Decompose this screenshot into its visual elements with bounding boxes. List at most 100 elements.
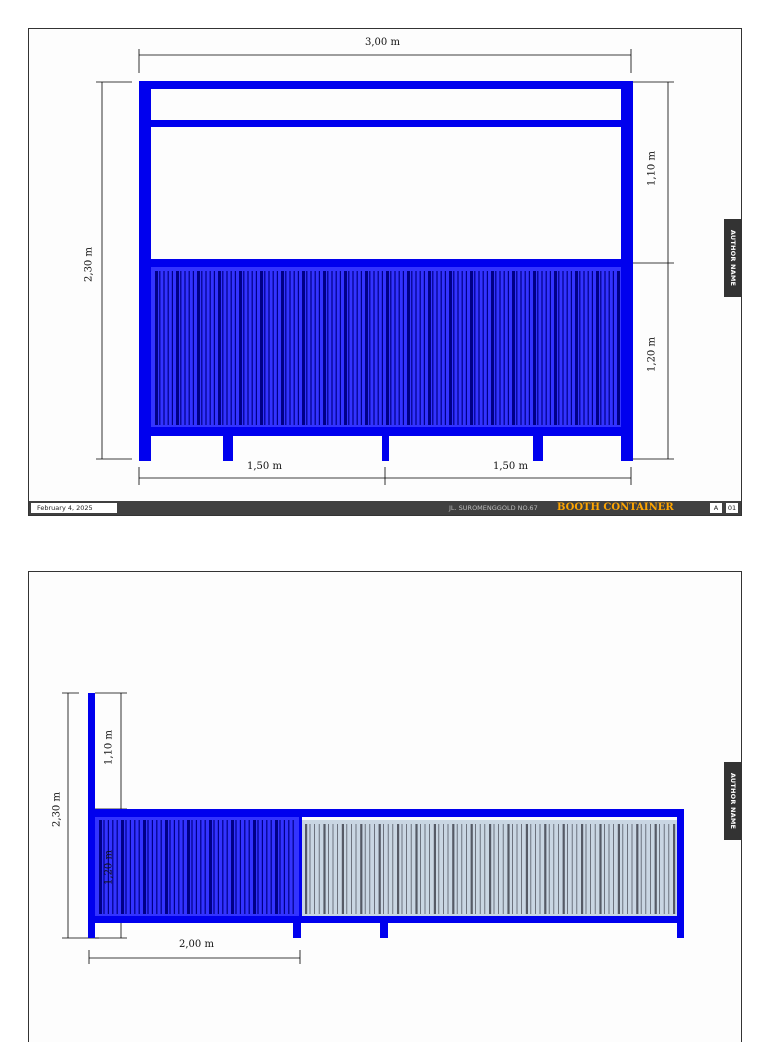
panel-rib xyxy=(147,820,149,914)
panel-rib xyxy=(310,271,312,425)
panel-rib xyxy=(230,271,232,425)
panel-rib xyxy=(188,271,190,425)
glass-rib xyxy=(475,824,476,914)
panel-rib xyxy=(512,271,515,425)
glass-rib xyxy=(466,824,467,914)
panel-rib xyxy=(281,271,284,425)
front-panel-ribs xyxy=(155,271,620,425)
glass-rib xyxy=(369,824,371,914)
panel-rib xyxy=(266,820,268,914)
panel-rib xyxy=(134,820,136,914)
dim-upper-height: 1,10 m xyxy=(646,151,658,186)
glass-rib xyxy=(341,824,344,914)
panel-rib xyxy=(99,820,102,914)
glass-rib xyxy=(433,824,436,914)
glass-rib xyxy=(374,824,375,914)
panel-rib xyxy=(369,271,371,425)
glass-rib xyxy=(424,824,426,914)
glass-rib xyxy=(617,824,620,914)
panel-rib xyxy=(107,820,109,914)
panel-rib xyxy=(465,271,467,425)
panel-rib xyxy=(344,271,347,425)
panel-rib xyxy=(537,271,539,425)
panel-rib xyxy=(570,271,572,425)
panel-rib xyxy=(200,820,202,914)
panel-rib xyxy=(444,271,446,425)
panel-rib xyxy=(612,271,614,425)
panel-rib xyxy=(524,271,526,425)
panel-rib xyxy=(566,271,568,425)
side-panel-ribs xyxy=(99,820,676,914)
panel-rib xyxy=(218,271,221,425)
glass-rib xyxy=(314,824,315,914)
glass-rib xyxy=(516,824,518,914)
panel-rib xyxy=(331,271,333,425)
glass-rib xyxy=(627,824,628,914)
panel-rib xyxy=(528,271,530,425)
glass-rib xyxy=(645,824,647,914)
panel-rib xyxy=(402,271,404,425)
dim-overall-height: 2,30 m xyxy=(83,247,95,282)
panel-rib xyxy=(129,820,131,914)
side-elevation-drawing xyxy=(62,692,684,964)
panel-rib xyxy=(596,271,599,425)
panel-rib xyxy=(182,820,184,914)
panel-rib xyxy=(260,271,263,425)
panel-rib xyxy=(302,271,305,425)
panel-rib xyxy=(244,820,246,914)
glass-rib xyxy=(443,824,444,914)
glass-rib xyxy=(558,824,559,914)
panel-rib xyxy=(292,820,294,914)
drawing-sheet-front: 3,00 m 2,30 m 1,10 m 1,20 m 1,50 m 1,50 … xyxy=(28,28,742,516)
panel-rib xyxy=(235,820,237,914)
panel-rib xyxy=(608,271,610,425)
glass-rib xyxy=(489,824,492,914)
panel-rib xyxy=(323,271,326,425)
side-frame xyxy=(88,693,684,938)
panel-rib xyxy=(184,271,186,425)
dim-left-half: 1,50 m xyxy=(247,461,282,472)
glass-rib xyxy=(410,824,412,914)
glass-rib xyxy=(346,824,348,914)
glass-rib xyxy=(581,824,584,914)
panel-rib xyxy=(234,271,236,425)
panel-rib xyxy=(386,271,389,425)
sheet-size: A xyxy=(710,503,722,513)
panel-rib xyxy=(339,271,341,425)
panel-rib xyxy=(318,271,320,425)
glass-rib xyxy=(378,824,381,914)
panel-rib xyxy=(165,820,168,914)
panel-rib xyxy=(270,820,272,914)
glass-rib xyxy=(328,824,329,914)
panel-rib xyxy=(288,820,290,914)
panel-rib xyxy=(239,820,241,914)
panel-rib xyxy=(248,820,250,914)
panel-rib xyxy=(180,271,182,425)
panel-rib xyxy=(549,271,551,425)
glass-rib xyxy=(332,824,334,914)
panel-rib xyxy=(507,271,509,425)
panel-rib xyxy=(411,271,413,425)
panel-rib xyxy=(377,271,379,425)
glass-rib xyxy=(539,824,541,914)
panel-rib xyxy=(103,820,105,914)
panel-rib xyxy=(423,271,425,425)
panel-rib xyxy=(436,271,438,425)
author-name-tab: AUTHOR NAME xyxy=(724,219,742,297)
glass-rib xyxy=(659,824,660,914)
panel-rib xyxy=(314,271,316,425)
panel-rib xyxy=(575,271,578,425)
panel-rib xyxy=(474,271,476,425)
panel-rib xyxy=(163,271,165,425)
panel-rib xyxy=(356,271,358,425)
panel-rib xyxy=(261,820,263,914)
drawing-sheet-side: 2,30 m 1,10 m 1,20 m 2,00 m xyxy=(28,571,742,1042)
panel-rib xyxy=(297,271,299,425)
glass-rib xyxy=(535,824,536,914)
side-dim-lower-height: 1,20 m xyxy=(103,850,115,885)
glass-rib xyxy=(364,824,366,914)
glass-rib xyxy=(507,824,510,914)
panel-rib xyxy=(499,271,501,425)
glass-rib xyxy=(567,824,568,914)
panel-rib xyxy=(335,271,337,425)
